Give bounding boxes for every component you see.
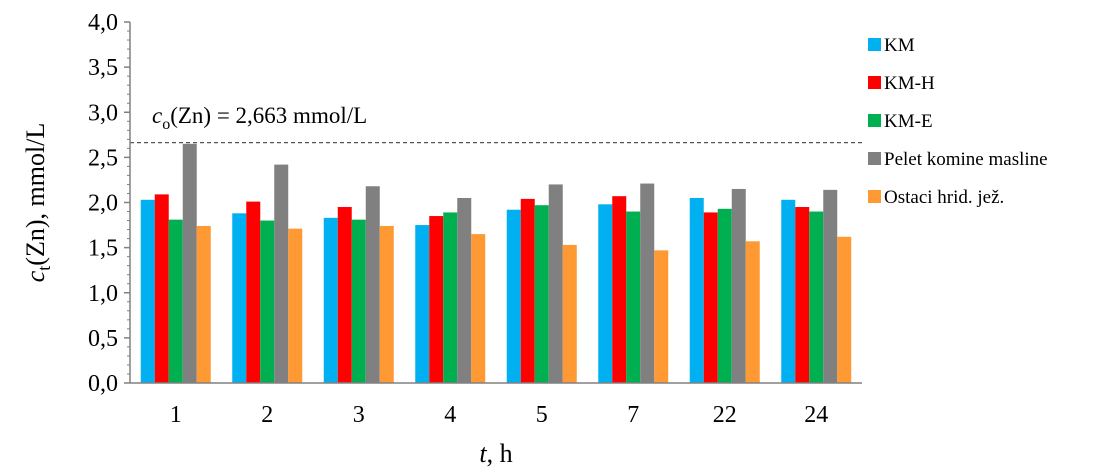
bar-km-t1: [140, 199, 155, 383]
bars-layer: [140, 143, 852, 383]
legend-swatch-pelet-komine-masline: [868, 152, 881, 165]
bar-ostaci-hrid-je--t7: [654, 250, 669, 383]
y-tick-label: 2,5: [88, 145, 118, 171]
bar-ostaci-hrid-je--t5: [562, 244, 577, 383]
legend-label-pelet-komine-masline: Pelet komine masline: [884, 149, 1048, 170]
bar-pelet-komine-masline-t5: [548, 184, 563, 383]
bar-km-h-t5: [520, 198, 535, 383]
y-tick-label: 0,0: [88, 371, 118, 397]
legend-swatch-km-h: [868, 76, 881, 89]
y-tick-label: 4,0: [88, 10, 118, 36]
y-axis-title: ct(Zn), mmol/L: [21, 123, 54, 283]
bar-pelet-komine-masline-t3: [365, 186, 380, 383]
y-tick-label: 3,5: [88, 55, 118, 81]
reference-line-label: co(Zn) = 2,663 mmol/L: [152, 103, 367, 133]
bar-pelet-komine-masline-t24: [823, 189, 838, 383]
bar-km-e-t3: [351, 219, 366, 383]
bar-pelet-komine-masline-t1: [182, 143, 197, 383]
bar-ostaci-hrid-je--t3: [379, 225, 394, 383]
legend-swatch-ostaci-hrid-je-: [868, 190, 881, 203]
y-tick-label: 1,0: [88, 281, 118, 307]
bar-km-h-t1: [154, 194, 169, 383]
bar-ostaci-hrid-je--t2: [288, 228, 303, 383]
y-tick-label: 3,0: [88, 100, 118, 126]
bar-km-e-t22: [717, 208, 732, 383]
y-tick-label: 1,5: [88, 236, 118, 262]
bar-km-t24: [781, 199, 796, 383]
legend-label-km-e: KM-E: [884, 111, 933, 132]
bar-ostaci-hrid-je--t22: [745, 241, 760, 383]
bar-km-e-t7: [626, 211, 641, 383]
bar-pelet-komine-masline-t7: [640, 183, 655, 383]
bar-ostaci-hrid-je--t24: [837, 236, 852, 383]
x-tick-label-3: 3: [353, 402, 365, 428]
bar-km-t4: [415, 225, 430, 383]
legend-label-km: KM: [884, 35, 915, 56]
bar-km-t7: [598, 204, 613, 383]
bar-km-h-t7: [612, 196, 627, 383]
x-tick-label-4: 4: [444, 402, 456, 428]
bar-ostaci-hrid-je--t1: [196, 225, 211, 383]
x-tick-label-22: 22: [713, 402, 737, 428]
x-tick-label-24: 24: [804, 402, 828, 428]
legend-label-ostaci-hrid-je-: Ostaci hrid. jež.: [884, 187, 1004, 208]
bar-pelet-komine-masline-t4: [457, 197, 472, 383]
bar-km-e-t2: [260, 220, 275, 383]
bar-km-t2: [232, 213, 247, 383]
y-tick-label: 0,5: [88, 326, 118, 352]
bar-km-t22: [689, 197, 704, 383]
legend-swatch-km-e: [868, 114, 881, 127]
bar-pelet-komine-masline-t22: [731, 188, 746, 383]
axes-layer: 0,0 0,5 1,0 1,5 2,0 2,5 3,0 3,5 4,0 1 2 3 4 5 7 22 24 t, …: [21, 10, 862, 468]
y-tick-label: 2,0: [88, 191, 118, 217]
bar-pelet-komine-masline-t2: [274, 164, 289, 383]
x-tick-label-5: 5: [536, 402, 548, 428]
bar-km-e-t5: [534, 205, 549, 383]
x-tick-label-2: 2: [261, 402, 273, 428]
bar-km-h-t2: [246, 201, 261, 383]
bar-km-e-t1: [168, 219, 183, 383]
legend-label-km-h: KM-H: [884, 73, 935, 94]
bar-km-e-t4: [443, 212, 458, 383]
bar-km-h-t22: [703, 212, 718, 383]
x-axis-title: t, h: [479, 439, 512, 468]
legend-swatch-km: [868, 38, 881, 51]
bar-km-h-t3: [337, 207, 352, 383]
bar-ostaci-hrid-je--t4: [471, 234, 486, 383]
bar-km-t5: [506, 209, 521, 383]
legend: KM KM-H KM-E Pelet komine masline Ostaci hri…: [868, 35, 1048, 208]
x-tick-label-1: 1: [170, 402, 182, 428]
bar-km-h-t4: [429, 216, 444, 383]
reference-line-layer: co(Zn) = 2,663 mmol/L: [130, 103, 862, 144]
bar-km-t3: [323, 217, 338, 383]
bar-km-e-t24: [809, 211, 824, 383]
x-tick-label-7: 7: [627, 402, 639, 428]
bar-km-h-t24: [795, 207, 810, 383]
